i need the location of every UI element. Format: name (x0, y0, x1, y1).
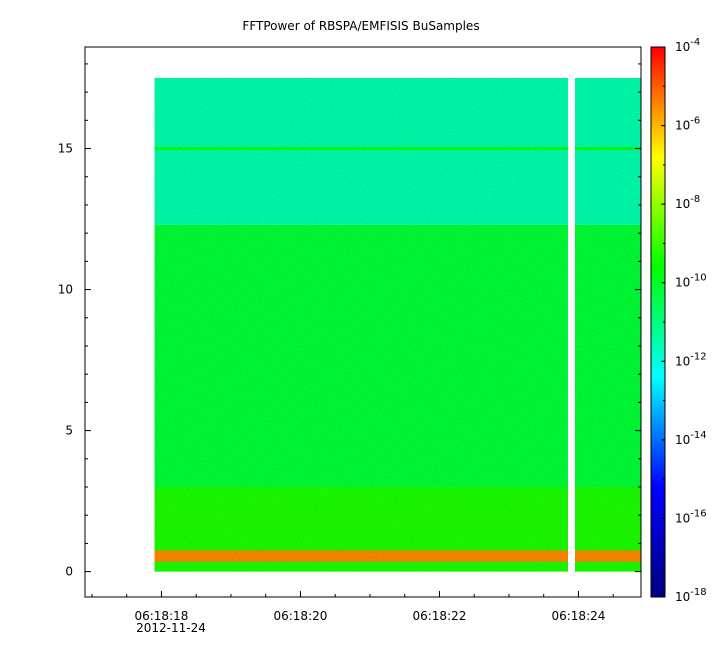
plot-frame (84, 46, 642, 598)
y-tick-label: 15 (58, 142, 73, 156)
data-gap (568, 77, 575, 573)
colorbar: 10-4 10-6 10-8 10-10 10-12 10-14 10-16 10-18 (650, 37, 707, 604)
colorbar-tick-label: 10-14 (675, 430, 707, 447)
y-axis: 0 5 10 15 (58, 63, 641, 579)
x-tick-label: 06:18:24 (551, 609, 605, 623)
x-axis: 06:18:18 06:18:20 06:18:22 06:18:24 (91, 591, 614, 623)
colorbar-tick-label: 10-12 (675, 351, 707, 368)
y-tick-label: 5 (65, 424, 73, 438)
x-tick-label: 06:18:18 (134, 609, 188, 623)
x-date-label: 2012-11-24 (136, 621, 206, 635)
x-tick-label: 06:18:22 (412, 609, 466, 623)
colorbar-tick-label: 10-18 (675, 587, 707, 604)
colorbar-tick-label: 10-10 (675, 273, 707, 290)
chart-title: FFTPower of RBSPA/EMFISIS BuSamples (242, 19, 479, 33)
x-tick-label: 06:18:20 (273, 609, 327, 623)
colorbar-tick-label: 10-8 (675, 194, 700, 211)
colorbar-tick-label: 10-16 (675, 508, 707, 525)
plot-area (84, 46, 642, 598)
colorbar-tick-label: 10-4 (675, 37, 700, 54)
y-tick-label: 10 (58, 283, 73, 297)
spectrogram-texture (154, 78, 641, 572)
y-tick-label: 0 (65, 565, 73, 579)
colorbar-gradient (650, 46, 666, 598)
colorbar-tick-label: 10-6 (675, 116, 700, 133)
